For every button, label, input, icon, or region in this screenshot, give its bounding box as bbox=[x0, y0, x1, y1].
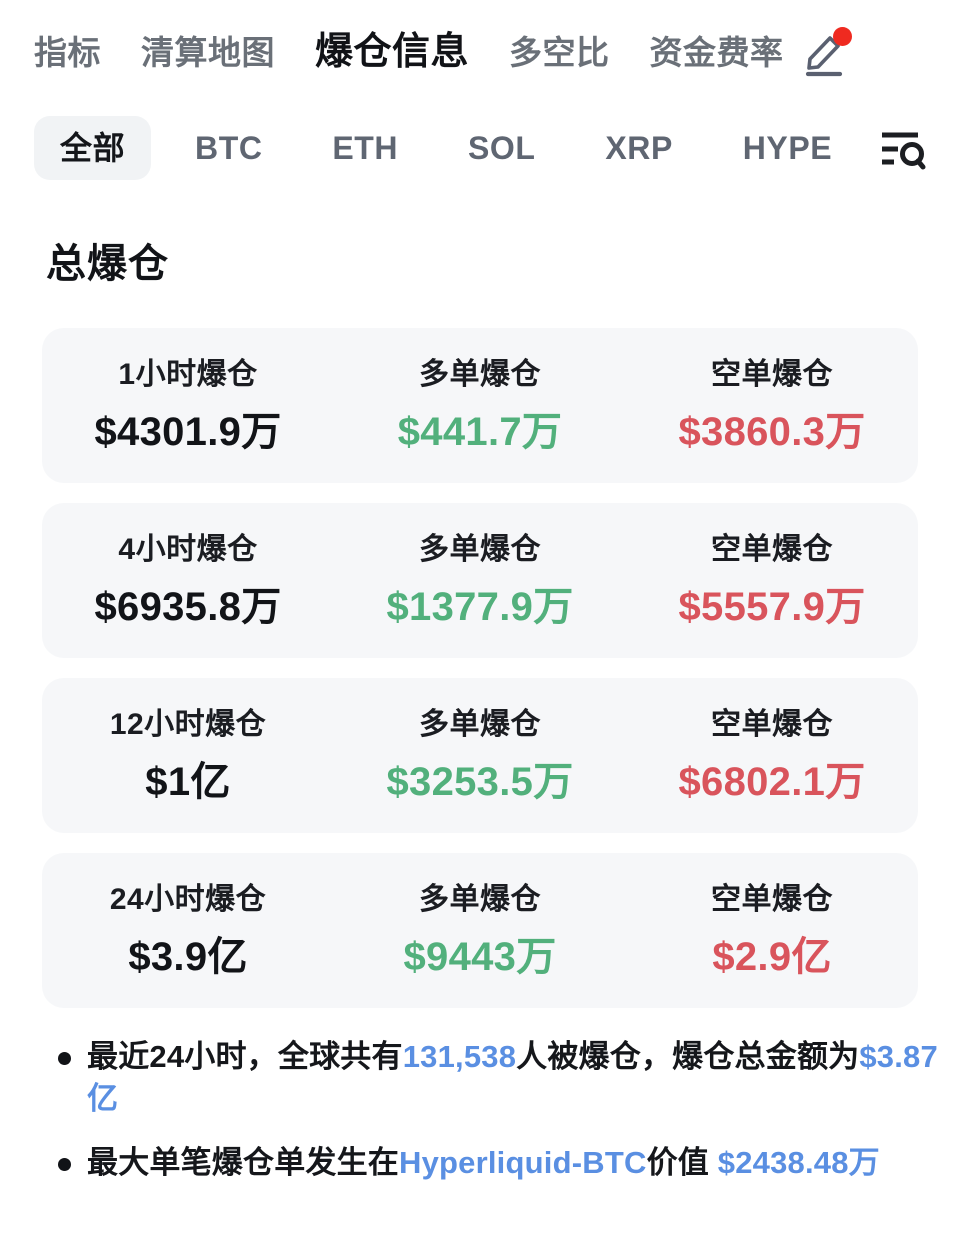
page-title: 总爆仓 bbox=[46, 242, 169, 286]
edit-button[interactable] bbox=[796, 25, 852, 79]
note-highlight-amount[interactable]: $3.87亿 bbox=[87, 1039, 938, 1116]
note-text: 最近24小时，全球共有131,538人被爆仓，爆仓总金额为$3.87亿 bbox=[87, 1036, 938, 1120]
long-label: 多单爆仓 bbox=[419, 882, 541, 916]
short-value: $3860.3万 bbox=[678, 409, 866, 454]
period-value: $4301.9万 bbox=[94, 409, 282, 454]
period-label: 4小时爆仓 bbox=[118, 532, 258, 566]
long-value: $3253.5万 bbox=[386, 759, 574, 804]
bullet-icon bbox=[58, 1157, 71, 1171]
short-label: 空单爆仓 bbox=[711, 357, 833, 391]
period-value: $1亿 bbox=[145, 759, 231, 804]
summary-notes: 最近24小时，全球共有131,538人被爆仓，爆仓总金额为$3.87亿 最大单笔… bbox=[0, 1036, 960, 1184]
short-value: $2.9亿 bbox=[712, 934, 832, 979]
topnav-item-funding-rate[interactable]: 资金费率 bbox=[649, 33, 784, 71]
list-item: 最近24小时，全球共有131,538人被爆仓，爆仓总金额为$3.87亿 bbox=[46, 1036, 938, 1120]
pencil-edit-icon bbox=[796, 25, 850, 79]
card-cell-long: 多单爆仓 $3253.5万 bbox=[334, 707, 626, 804]
long-label: 多单爆仓 bbox=[419, 357, 541, 391]
short-label: 空单爆仓 bbox=[711, 707, 833, 741]
table-row[interactable]: 24小时爆仓 $3.9亿 多单爆仓 $9443万 空单爆仓 $2.9亿 bbox=[42, 853, 918, 1008]
note-text: 最大单笔爆仓单发生在Hyperliquid-BTC价值 $2438.48万 bbox=[87, 1142, 880, 1184]
card-cell-short: 空单爆仓 $5557.9万 bbox=[626, 532, 918, 629]
card-cell-period: 1小时爆仓 $4301.9万 bbox=[42, 357, 334, 454]
table-row[interactable]: 1小时爆仓 $4301.9万 多单爆仓 $441.7万 空单爆仓 $3860.3… bbox=[42, 328, 918, 483]
note-highlight-count[interactable]: 131,538 bbox=[402, 1039, 517, 1074]
short-label: 空单爆仓 bbox=[711, 882, 833, 916]
top-nav: 指标 清算地图 爆仓信息 多空比 资金费率 bbox=[0, 0, 960, 104]
table-row[interactable]: 4小时爆仓 $6935.8万 多单爆仓 $1377.9万 空单爆仓 $5557.… bbox=[42, 503, 918, 658]
notification-badge-dot bbox=[832, 27, 852, 46]
list-item: 最大单笔爆仓单发生在Hyperliquid-BTC价值 $2438.48万 bbox=[46, 1142, 938, 1184]
topnav-item-liquidation-map[interactable]: 清算地图 bbox=[141, 33, 275, 71]
coin-tab-hype[interactable]: HYPE bbox=[742, 130, 833, 166]
card-cell-short: 空单爆仓 $3860.3万 bbox=[626, 357, 918, 454]
card-cell-long: 多单爆仓 $9443万 bbox=[334, 882, 626, 979]
period-label: 12小时爆仓 bbox=[109, 707, 267, 741]
coin-tab-btc[interactable]: BTC bbox=[194, 130, 263, 166]
card-cell-short: 空单爆仓 $2.9亿 bbox=[626, 882, 918, 979]
coin-tab-all[interactable]: 全部 bbox=[34, 116, 152, 180]
bullet-icon bbox=[58, 1052, 71, 1065]
note-highlight-amount[interactable]: $2438.48万 bbox=[717, 1144, 880, 1180]
note-part-2: 人被爆仓，爆仓总金额为 bbox=[516, 1039, 860, 1074]
short-value: $6802.1万 bbox=[678, 759, 866, 804]
long-label: 多单爆仓 bbox=[419, 707, 541, 741]
period-label: 1小时爆仓 bbox=[118, 357, 258, 391]
note-part-1: 最大单笔爆仓单发生在 bbox=[87, 1144, 399, 1180]
card-cell-long: 多单爆仓 $441.7万 bbox=[334, 357, 626, 454]
liquidation-cards: 1小时爆仓 $4301.9万 多单爆仓 $441.7万 空单爆仓 $3860.3… bbox=[0, 328, 960, 1008]
card-cell-long: 多单爆仓 $1377.9万 bbox=[334, 532, 626, 629]
table-row[interactable]: 12小时爆仓 $1亿 多单爆仓 $3253.5万 空单爆仓 $6802.1万 bbox=[42, 678, 918, 833]
card-cell-period: 24小时爆仓 $3.9亿 bbox=[42, 882, 334, 979]
note-highlight-exchange[interactable]: Hyperliquid-BTC bbox=[399, 1144, 647, 1180]
period-value: $6935.8万 bbox=[94, 584, 282, 629]
card-cell-period: 4小时爆仓 $6935.8万 bbox=[42, 532, 334, 629]
coin-tab-eth[interactable]: ETH bbox=[332, 130, 399, 166]
long-label: 多单爆仓 bbox=[419, 532, 541, 566]
filter-search-icon[interactable] bbox=[876, 124, 932, 172]
short-value: $5557.9万 bbox=[678, 584, 866, 629]
period-value: $3.9亿 bbox=[128, 934, 248, 979]
period-label: 24小时爆仓 bbox=[109, 882, 267, 916]
note-part-1: 最近24小时，全球共有 bbox=[87, 1039, 403, 1074]
long-value: $1377.9万 bbox=[386, 584, 574, 629]
coin-tab-sol[interactable]: SOL bbox=[467, 130, 536, 166]
coin-tab-xrp[interactable]: XRP bbox=[605, 130, 673, 166]
note-part-2: 价值 bbox=[646, 1144, 718, 1180]
topnav-item-long-short-ratio[interactable]: 多空比 bbox=[509, 33, 610, 71]
card-cell-short: 空单爆仓 $6802.1万 bbox=[626, 707, 918, 804]
short-label: 空单爆仓 bbox=[711, 532, 833, 566]
long-value: $9443万 bbox=[403, 934, 557, 979]
card-cell-period: 12小时爆仓 $1亿 bbox=[42, 707, 334, 804]
topnav-item-liquidation-info[interactable]: 爆仓信息 bbox=[315, 31, 470, 73]
long-value: $441.7万 bbox=[397, 409, 563, 454]
topnav-item-zhibiao[interactable]: 指标 bbox=[34, 33, 101, 71]
coin-filter-tabs: 全部 BTC ETH SOL XRP HYPE bbox=[0, 104, 960, 192]
